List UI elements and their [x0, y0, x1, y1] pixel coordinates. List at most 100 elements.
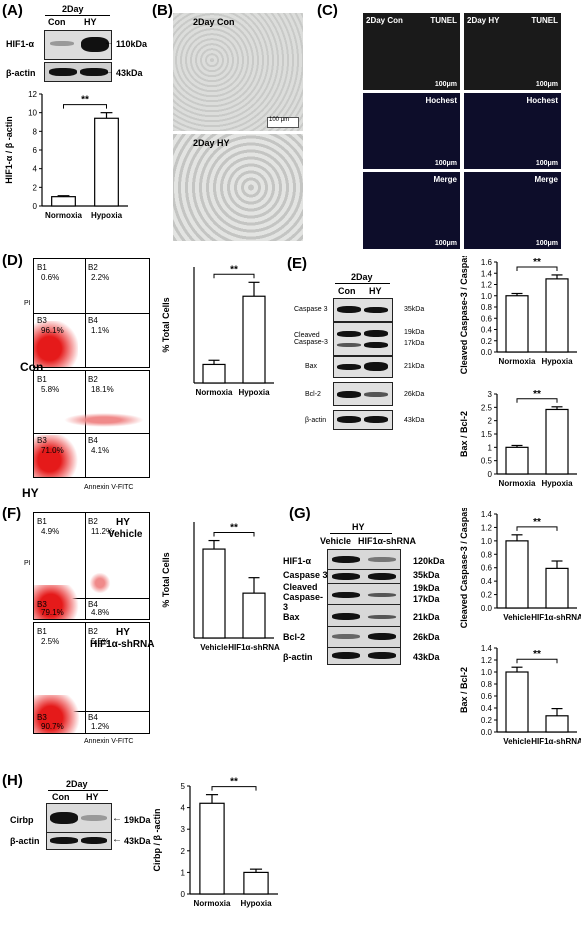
micrograph-b-hy-label: 2Day HY: [193, 138, 230, 148]
panel-g-band-bcl2: Bcl-2: [283, 632, 306, 642]
bar: [545, 408, 569, 475]
panel-e-lane-con: Con: [338, 286, 356, 296]
panel-g-kda-casp: 35kDa: [413, 570, 440, 580]
y-axis-label: Bax / Bcl-2: [459, 667, 469, 713]
panel-h-timepoint: 2Day: [66, 779, 88, 789]
panel-g-kda-bax: 21kDa: [413, 612, 440, 622]
bar: [199, 802, 225, 895]
fluor-c-hy-tunel: 2Day HY TUNEL 100μm: [464, 13, 561, 90]
panel-f-label: (F): [2, 505, 22, 522]
panel-a-kda-actin: 43kDa: [116, 68, 143, 78]
y-axis-label: % Total Cells: [161, 297, 171, 352]
y-tick-label: 1: [488, 443, 493, 452]
panel-e-label: (E): [287, 255, 307, 272]
flow-d-con: B1 0.6% B2 2.2% B3 96.1% B4 1.1%: [33, 258, 150, 368]
y-tick-label: 1.2: [481, 523, 493, 532]
chart-f: % Total Cells Vehicle HIF1α-shRNA **: [161, 522, 280, 652]
significance-mark: **: [533, 649, 541, 660]
significance-mark: **: [230, 777, 238, 788]
panel-g-kda-hif: 120kDa: [413, 556, 445, 566]
y-tick-label: 0.4: [481, 704, 493, 713]
panel-e-kda-bcl2: 26kDa: [404, 391, 425, 398]
panel-h-band-actin: β-actin: [10, 836, 40, 846]
y-tick-label: 0.8: [481, 680, 493, 689]
panel-d-label: (D): [2, 252, 23, 269]
panel-e-band-actin: β-actin: [305, 417, 327, 424]
significance-bracket: [211, 786, 257, 791]
panel-a-blot-hif: [44, 30, 112, 60]
y-tick-label: 0.6: [481, 692, 493, 701]
y-tick-label: 0: [33, 202, 38, 211]
bar: [242, 295, 266, 384]
chart-a: 0 2 4 6 8 10 12 HIF1-α / β -actin Normoxia Hypoxi…: [4, 90, 128, 220]
panel-h-kda-actin: 43kDa: [124, 836, 151, 846]
significance-bracket: [516, 526, 558, 531]
y-tick-label: 10: [28, 109, 37, 118]
y-axis-label: HIF1-α / β -actin: [4, 116, 14, 184]
y-tick-label: 0.0: [481, 728, 493, 737]
panel-e-kda-19: 19kDa: [404, 329, 425, 336]
panel-a-label: (A): [2, 2, 23, 19]
y-axis-label: % Total Cells: [161, 552, 171, 607]
y-tick-label: 3: [488, 390, 493, 399]
y-tick-label: 0.6: [481, 564, 493, 573]
y-tick-label: 1.4: [481, 510, 493, 519]
panel-g-lane-vehicle: Vehicle: [320, 536, 352, 546]
flow-f-vehicle: B1 4.9% B2 11.2% B3 79.1% B4 4.8% HY Veh…: [33, 512, 150, 620]
bar: [242, 592, 266, 639]
panel-e-timepoint: 2Day: [351, 272, 373, 282]
panel-a-lane-hy: HY: [84, 17, 97, 27]
panel-e-band-bcl2: Bcl-2: [305, 391, 321, 398]
x-tick-label: Hypoxia: [91, 211, 123, 220]
y-tick-label: 0.8: [481, 303, 493, 312]
micrograph-b-con: 2Day Con 100 μm: [173, 13, 303, 131]
x-tick-label: HIF1α-shRNA: [531, 737, 581, 746]
fluor-c-con-hochest: Hochest 100μm: [363, 93, 460, 169]
y-tick-label: 0: [488, 470, 493, 479]
significance-bracket: [516, 658, 558, 664]
y-tick-label: 1.5: [481, 430, 493, 439]
panel-g-band-hif: HIF1-α: [283, 556, 312, 566]
bar: [505, 295, 529, 353]
y-tick-label: 8: [33, 127, 38, 136]
chart-d: % Total Cells Normoxia Hypoxia **: [161, 264, 274, 397]
chart-e2: 0 0.5 1 1.5 2 2.5 3 Bax / Bcl-2 Normoxia Hypoxia *…: [459, 389, 577, 488]
bar: [545, 278, 569, 353]
y-axis-label: Cleaved Caspase-3 / Caspase-3: [459, 508, 469, 628]
panel-e-kda-casp: 35kDa: [404, 306, 425, 313]
panel-e-band-bax: Bax: [305, 363, 318, 370]
panel-e-kda-actin: 43kDa: [404, 417, 425, 424]
panel-e-kda-bax: 21kDa: [404, 363, 425, 370]
y-tick-label: 2.5: [481, 403, 493, 412]
panel-h-band-cirbp: Cirbp: [10, 815, 34, 825]
y-tick-label: 1: [181, 868, 186, 877]
y-tick-label: 0.2: [481, 591, 493, 600]
x-tick-label: HIF1α-shRNA: [228, 643, 280, 652]
panel-a-band-hif-label: HIF1-α: [6, 39, 35, 49]
panel-g-group: HY: [352, 522, 365, 532]
panel-g-lane-shrna: HIF1α-shRNA: [358, 536, 417, 546]
bar: [202, 363, 226, 384]
fluor-c-con-merge: Merge 100μm: [363, 172, 460, 249]
y-tick-label: 0.4: [481, 577, 493, 586]
fluor-c-hy-hochest: Hochest 100μm: [464, 93, 561, 169]
y-tick-label: 1.2: [481, 281, 493, 290]
x-tick-label: Normoxia: [45, 211, 82, 220]
y-tick-label: 2: [181, 847, 186, 856]
bar: [243, 871, 269, 895]
y-tick-label: 4: [181, 804, 186, 813]
panel-g-band-cleaved: Cleaved Caspase-3: [283, 582, 324, 612]
y-tick-label: 5: [181, 782, 186, 791]
y-axis-label: Cleaved Caspase-3 / Caspase-3: [459, 256, 469, 374]
panel-c-label: (C): [317, 2, 338, 19]
bar: [505, 540, 529, 609]
x-tick-label: HIF1α-shRNA: [531, 613, 581, 622]
significance-mark: **: [533, 257, 541, 268]
significance-bracket: [516, 398, 558, 403]
significance-mark: **: [533, 389, 541, 400]
significance-mark: **: [533, 517, 541, 528]
panel-g-band-actin: β-actin: [283, 652, 313, 662]
flow-d-hy: B1 5.8% B2 18.1% B3 71.0% B4 4.1%: [33, 370, 150, 478]
panel-h-kda-cirbp: 19kDa: [124, 815, 151, 825]
panel-g-label: (G): [289, 505, 311, 522]
